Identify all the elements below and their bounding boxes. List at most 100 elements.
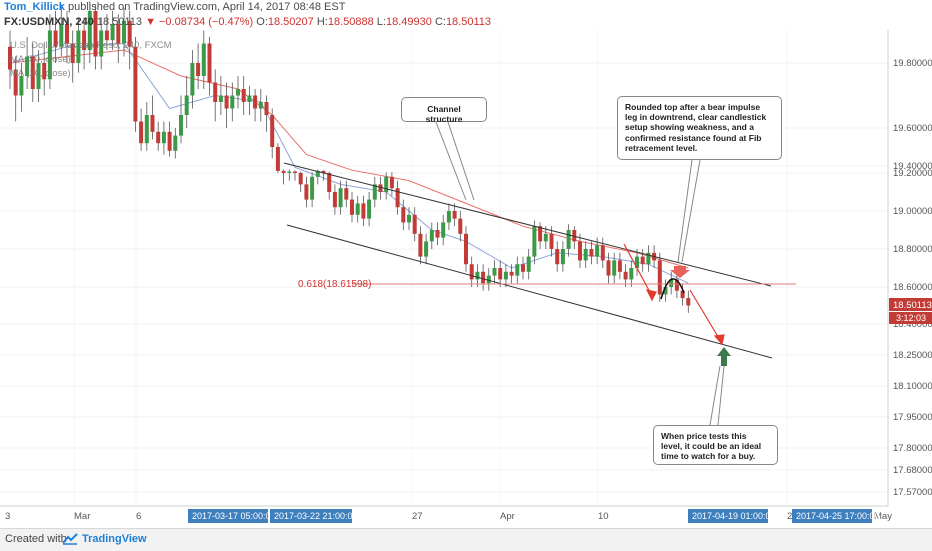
ohlc-header: FX:USDMXN, 240 18.50113 ▼ −0.08734 (−0.4… xyxy=(4,16,491,28)
price-tick-label: 18.40000 xyxy=(893,319,932,330)
candle-up xyxy=(583,249,588,261)
chart-legend: U.S. Dollar/Mexican Peso, 240, FXCM MA (… xyxy=(10,40,172,79)
candle-up xyxy=(367,199,372,219)
price-tick-label: 18.25000 xyxy=(893,350,932,361)
time-tick-label: May xyxy=(874,511,892,522)
rounded-top-callout[interactable]: Rounded top after a bear impulse leg in … xyxy=(617,96,782,160)
legend-ma1: MA (50, close) xyxy=(10,54,71,65)
candle-down xyxy=(686,298,691,306)
candle-down xyxy=(8,46,12,70)
tradingview-brand-link[interactable]: TradingView xyxy=(82,533,147,545)
candle-up xyxy=(218,95,223,102)
candle-down xyxy=(104,30,109,41)
channel-structure-text: Channel structure xyxy=(425,104,463,125)
candle-up xyxy=(122,20,126,44)
time-tick-label: 3 xyxy=(5,511,10,522)
candle-up xyxy=(424,241,429,257)
rounded-top-arc xyxy=(660,278,685,300)
candle-down xyxy=(555,249,560,265)
time-badges: 2017-03-17 05:00:00 2017-03-22 21:00:00 … xyxy=(188,509,880,523)
candle-up xyxy=(635,256,639,268)
candle-down xyxy=(196,63,201,76)
channel-lower-line[interactable] xyxy=(286,224,773,359)
candle-down xyxy=(65,24,69,44)
candle-down xyxy=(42,63,47,80)
price-tick-label: 19.00000 xyxy=(893,206,932,217)
buy-level-callout[interactable]: When price tests this level, it could be… xyxy=(653,425,778,465)
candle-down xyxy=(133,46,138,122)
support-up-arrow-icon xyxy=(717,347,731,366)
candle-up xyxy=(429,230,434,242)
close-value: 18.50113 xyxy=(445,16,492,28)
candle-down xyxy=(207,43,212,83)
price-tick-label: 17.68000 xyxy=(893,465,932,476)
candle-down xyxy=(498,268,503,280)
candle-up xyxy=(629,268,634,280)
time-badge xyxy=(688,509,768,523)
candle-down xyxy=(549,233,554,249)
countdown-badge xyxy=(889,312,932,324)
price-tick-label: 17.80000 xyxy=(893,443,932,454)
candle-up xyxy=(144,115,149,144)
candle-down xyxy=(458,218,463,234)
candle-up xyxy=(47,30,52,80)
candle-down xyxy=(53,30,58,47)
candle-down xyxy=(435,230,440,238)
rounded-top-callout-pointer xyxy=(681,159,701,263)
price-tick-label: 19.60000 xyxy=(893,123,932,134)
candle-down xyxy=(327,173,332,192)
time-badge xyxy=(270,509,352,523)
candle-down xyxy=(293,171,297,173)
rounded-top-text: Rounded top after a bear impulse leg in … xyxy=(625,102,767,153)
candle-up xyxy=(612,260,617,276)
time-tick-label: Mar xyxy=(74,511,90,522)
candle-up xyxy=(526,256,531,272)
candle-up xyxy=(99,30,104,57)
candle-down xyxy=(70,43,75,63)
candle-down xyxy=(521,264,525,272)
time-tick-label: 27 xyxy=(412,511,423,522)
author-link[interactable]: Tom_Killick xyxy=(4,1,65,13)
open-label: O: xyxy=(256,16,268,28)
candle-down xyxy=(270,115,275,147)
time-tick-label: 6 xyxy=(136,511,141,522)
channel-upper-line[interactable] xyxy=(283,162,772,287)
candle-up xyxy=(201,43,206,76)
candle-up xyxy=(236,89,240,96)
rounded-top-callout-pointer xyxy=(677,159,693,263)
candle-down xyxy=(589,249,594,257)
candle-up xyxy=(515,264,520,276)
candle-down xyxy=(623,271,628,280)
candle-up xyxy=(315,170,320,177)
channel-structure-callout[interactable]: Channel structure xyxy=(401,97,487,125)
candle-down xyxy=(680,290,685,299)
candle-up xyxy=(663,287,668,295)
candle-down xyxy=(481,271,486,284)
open-value: 18.50207 xyxy=(267,16,314,28)
legend-ma2: MA (20, close) xyxy=(10,68,71,79)
candle-down xyxy=(93,11,98,57)
candle-down xyxy=(606,260,611,276)
candle-up xyxy=(532,226,537,257)
candle-up xyxy=(247,95,252,102)
buy-level-text: When price tests this level, it could be… xyxy=(661,431,762,462)
candle-down xyxy=(401,207,406,223)
candle-down xyxy=(150,115,155,132)
candle-up xyxy=(258,102,263,109)
candle-down xyxy=(127,20,132,47)
candle-up xyxy=(407,214,411,223)
candle-down xyxy=(600,245,605,261)
countdown-value: 3:12:03 xyxy=(896,313,926,323)
candle-up xyxy=(475,271,480,280)
candle-up xyxy=(173,135,178,151)
candle-up xyxy=(503,271,508,280)
price-chart[interactable]: 0.618(18.61598) 19.80000 19.60000 19.40000… xyxy=(0,0,932,528)
candle-down xyxy=(281,170,286,173)
candle-down xyxy=(13,69,18,96)
candle-up xyxy=(230,95,235,109)
candle-down xyxy=(469,264,474,280)
candle-up xyxy=(161,131,166,144)
symbol-label[interactable]: FX:USDMXN, 240 xyxy=(4,16,94,28)
candle-up xyxy=(566,230,571,249)
